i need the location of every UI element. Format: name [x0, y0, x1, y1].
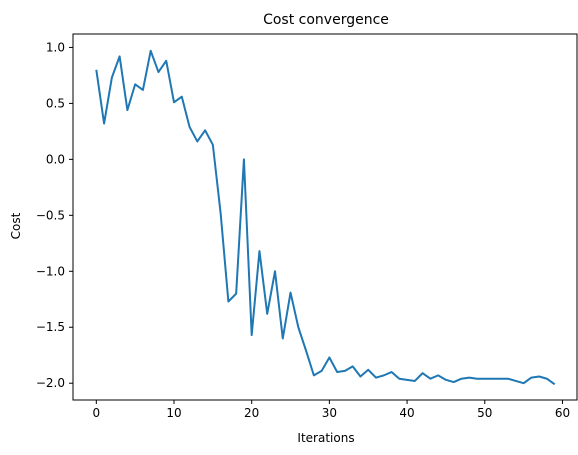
y-tick-label: 1.0: [46, 40, 65, 54]
y-axis-label: Cost: [9, 212, 23, 239]
x-tick-label: 10: [166, 406, 181, 420]
y-tick-label: −0.5: [36, 208, 65, 222]
x-axis-label: Iterations: [297, 431, 354, 445]
chart-title: Cost convergence: [263, 12, 389, 28]
y-tick-label: −1.0: [36, 264, 65, 278]
x-axis-ticks: 0 10 20 30 40 50 60: [92, 400, 570, 420]
cost-series-line: [95, 49, 556, 386]
y-axis-ticks: 1.0 0.5 0.0 −0.5 −1.0 −1.5 −2.0: [36, 40, 73, 390]
x-tick-label: 20: [244, 406, 259, 420]
x-tick-label: 0: [92, 406, 100, 420]
x-tick-label: 50: [477, 406, 492, 420]
plot-frame: [72, 33, 578, 401]
x-tick-label: 40: [399, 406, 414, 420]
x-tick-label: 60: [555, 406, 570, 420]
y-tick-label: 0.0: [46, 152, 65, 166]
x-tick-label: 30: [322, 406, 337, 420]
y-tick-label: −2.0: [36, 376, 65, 390]
plot-area: [72, 33, 578, 401]
y-tick-label: 0.5: [46, 96, 65, 110]
y-tick-label: −1.5: [36, 320, 65, 334]
